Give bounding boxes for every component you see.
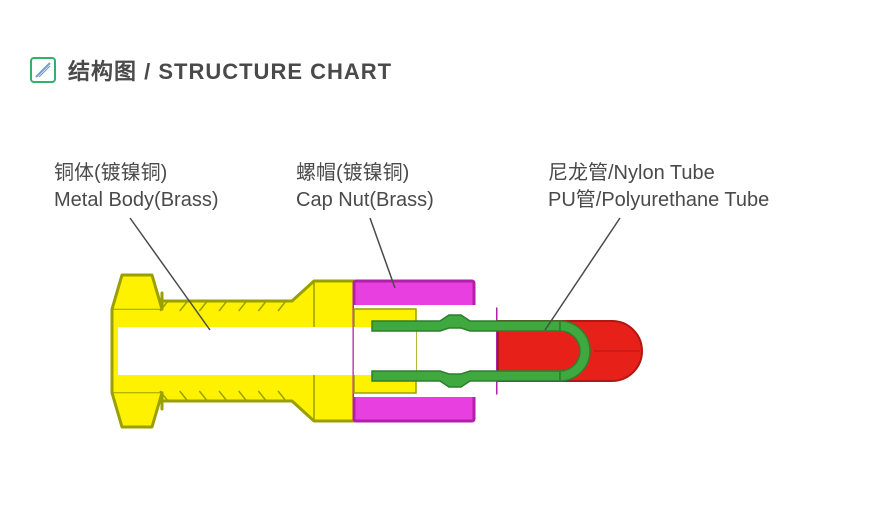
page-root: 结构图 / STRUCTURE CHART 铜体(镀镍铜) Metal Body… — [0, 0, 894, 527]
structure-diagram — [0, 0, 894, 527]
